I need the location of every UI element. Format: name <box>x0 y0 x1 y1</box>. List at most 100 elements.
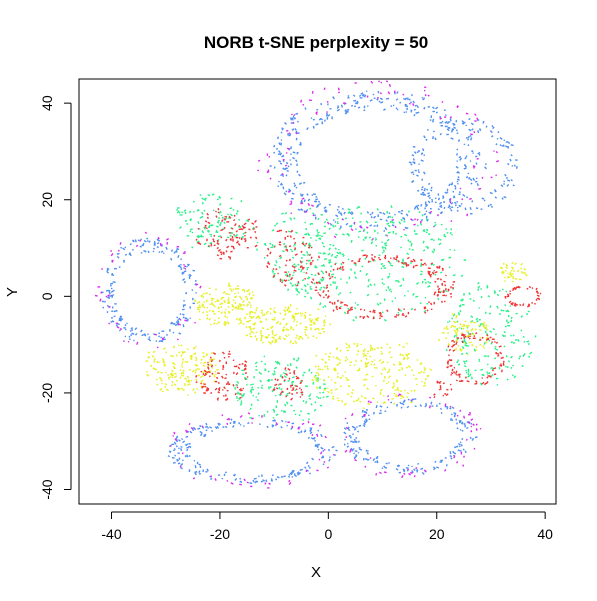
point <box>461 198 464 201</box>
point <box>124 328 127 331</box>
point <box>364 354 367 357</box>
point <box>420 193 424 196</box>
point <box>308 246 311 249</box>
point <box>376 232 379 235</box>
point <box>201 425 204 428</box>
point <box>363 94 367 98</box>
point <box>162 252 165 255</box>
point <box>309 428 312 432</box>
point <box>336 372 339 375</box>
point <box>416 358 419 362</box>
point <box>274 360 278 364</box>
point <box>510 319 513 323</box>
y-tick-label: 0 <box>39 292 55 300</box>
point <box>512 302 515 305</box>
point <box>322 383 326 385</box>
point <box>407 464 410 467</box>
point <box>145 370 148 373</box>
point <box>470 137 473 141</box>
point <box>222 364 225 368</box>
point <box>141 244 144 247</box>
point <box>351 413 354 417</box>
point <box>324 352 327 356</box>
point <box>205 422 208 426</box>
point <box>451 339 454 342</box>
point <box>176 354 178 357</box>
point <box>114 303 117 305</box>
point <box>235 236 239 239</box>
point <box>304 211 308 213</box>
point <box>449 454 452 458</box>
point <box>235 233 239 237</box>
point <box>291 128 295 131</box>
point <box>206 216 209 219</box>
point <box>237 366 241 370</box>
point <box>502 144 505 147</box>
point <box>291 192 295 195</box>
point <box>378 254 381 257</box>
point <box>340 278 342 280</box>
point <box>423 368 427 372</box>
point <box>330 379 333 381</box>
point <box>275 478 278 481</box>
point <box>467 135 470 139</box>
point <box>395 98 399 101</box>
point <box>340 104 344 108</box>
point <box>322 264 326 267</box>
point <box>301 266 305 270</box>
point <box>393 363 396 366</box>
point <box>179 214 183 216</box>
point <box>201 230 205 234</box>
point <box>133 339 135 342</box>
point <box>361 265 364 268</box>
point <box>271 269 274 272</box>
point <box>432 466 437 470</box>
point <box>251 383 255 386</box>
point <box>457 171 461 174</box>
point <box>259 379 262 383</box>
point <box>401 265 405 269</box>
point <box>264 363 267 366</box>
point <box>468 176 471 180</box>
point <box>381 251 384 254</box>
point <box>523 340 526 343</box>
point <box>439 407 443 411</box>
point <box>448 266 451 269</box>
point <box>233 365 237 368</box>
point <box>193 299 197 303</box>
point <box>397 314 400 317</box>
point <box>470 418 474 421</box>
point <box>313 321 316 323</box>
point <box>439 291 442 294</box>
point <box>502 309 505 312</box>
point <box>271 243 274 247</box>
point <box>463 360 466 363</box>
point <box>461 429 464 432</box>
point <box>230 197 233 200</box>
point <box>443 327 446 330</box>
point <box>306 251 309 254</box>
point <box>453 415 456 418</box>
point <box>373 363 376 366</box>
point <box>297 473 299 476</box>
point <box>465 124 468 127</box>
point <box>278 241 282 244</box>
point <box>378 317 381 320</box>
point <box>226 389 229 392</box>
point <box>184 219 188 222</box>
point <box>430 302 433 306</box>
point <box>236 386 239 389</box>
point <box>287 279 290 282</box>
point <box>314 289 318 292</box>
point <box>411 369 413 372</box>
point <box>401 367 404 371</box>
point <box>126 322 128 325</box>
point <box>429 210 433 214</box>
point <box>279 278 282 281</box>
point <box>252 394 255 397</box>
point <box>387 224 391 228</box>
point <box>200 370 203 373</box>
point <box>254 480 258 484</box>
point <box>520 329 523 332</box>
